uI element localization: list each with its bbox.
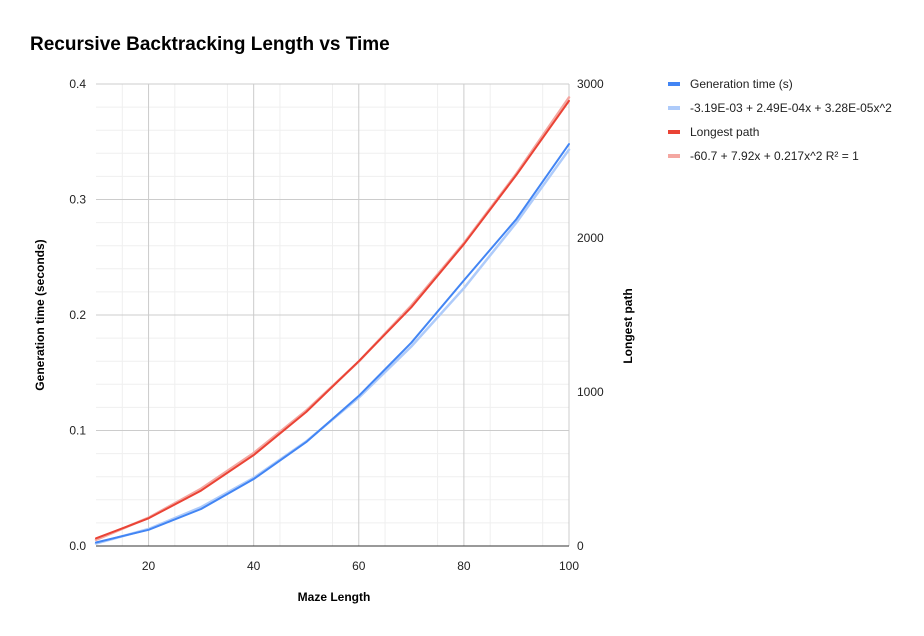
x-tick-label: 40 [247, 559, 261, 573]
right-axis-ticks: 0 1000 2000 3000 [577, 77, 604, 553]
x-tick-label: 60 [352, 559, 366, 573]
legend-label: -3.19E-03 + 2.49E-04x + 3.28E-05x^2 [690, 101, 892, 115]
legend-swatch [668, 82, 680, 86]
grid [96, 83, 570, 547]
y2-tick-label: 1000 [577, 385, 604, 399]
legend-label: Generation time (s) [690, 77, 793, 91]
y-tick-label: 0.3 [69, 193, 86, 207]
y2-tick-label: 2000 [577, 231, 604, 245]
y-axis-title: Generation time (seconds) [33, 239, 47, 390]
x-tick-label: 80 [457, 559, 471, 573]
y2-tick-label: 0 [577, 539, 584, 553]
series-line-2 [95, 99, 570, 540]
legend-swatch [668, 130, 680, 134]
y2-tick-label: 3000 [577, 77, 604, 91]
legend: Generation time (s) -3.19E-03 + 2.49E-04x… [668, 77, 892, 163]
y-tick-label: 0.4 [69, 77, 86, 91]
y2-axis-title: Longest path [621, 288, 635, 363]
legend-label: -60.7 + 7.92x + 0.217x^2 R² = 1 [690, 149, 859, 163]
x-axis-ticks: 20 40 60 80 100 [142, 559, 579, 573]
y-tick-label: 0.1 [69, 424, 86, 438]
y-tick-label: 0.0 [69, 539, 86, 553]
series-lines [94, 96, 571, 545]
x-tick-label: 20 [142, 559, 156, 573]
legend-swatch [668, 106, 680, 110]
y-tick-label: 0.2 [69, 308, 86, 322]
series-line-0 [95, 143, 570, 544]
legend-label: Longest path [690, 125, 759, 139]
x-tick-label: 100 [559, 559, 579, 573]
left-axis-ticks: 0.0 0.1 0.2 0.3 0.4 [69, 77, 86, 553]
legend-swatch [668, 154, 680, 158]
x-axis-title: Maze Length [298, 590, 371, 604]
chart-title: Recursive Backtracking Length vs Time [30, 34, 390, 55]
